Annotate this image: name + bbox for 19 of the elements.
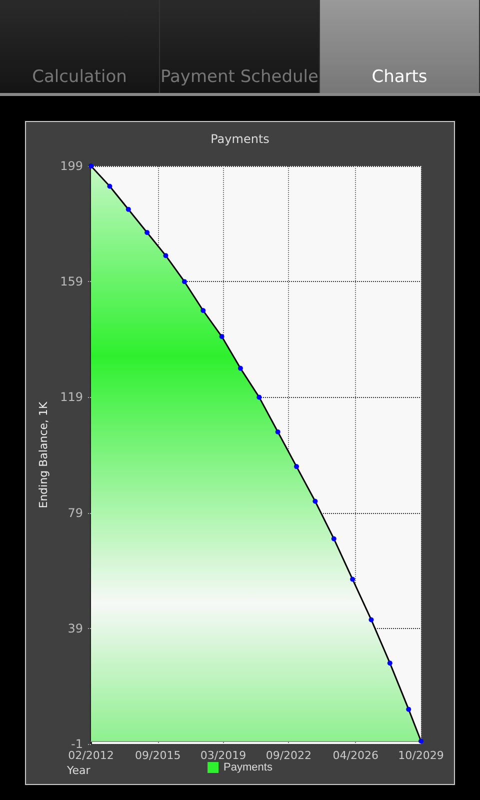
y-tick-label: 159 (60, 274, 83, 289)
text: Calculation (0, 0, 160, 93)
x-tick-label: 03/2019 (200, 749, 246, 762)
x-tick-label: 09/2015 (135, 749, 181, 762)
y-tick-label: 199 (60, 159, 83, 173)
chart-title: Payments (210, 132, 270, 146)
legend-label: Payments (224, 762, 273, 774)
y-axis-title: Ending Balance, 1K (37, 400, 50, 508)
y-tick-label: -1 (71, 737, 83, 751)
x-axis-title: Year (66, 764, 91, 777)
x-tick-label: 02/2012 (68, 749, 114, 762)
y-tick-label: 119 (60, 390, 83, 404)
y-tick-label: 39 (68, 621, 83, 636)
x-tick-label: 09/2022 (266, 749, 312, 762)
x-tick-label: 10/2029 (398, 749, 444, 762)
text: Charts (320, 0, 480, 93)
y-tick-label: 79 (68, 506, 83, 520)
x-tick-label: 04/2026 (332, 749, 378, 762)
text: Payment Schedule (160, 0, 320, 93)
